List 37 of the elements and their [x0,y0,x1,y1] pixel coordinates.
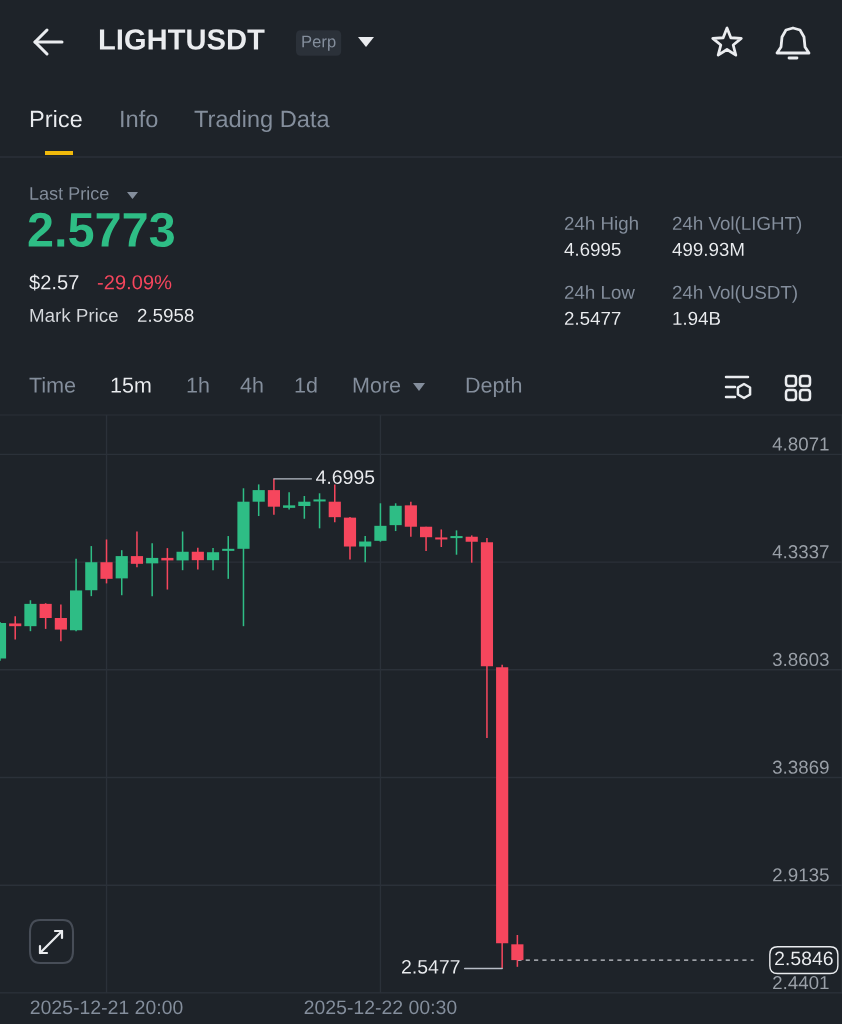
text: Last Price [30,186,109,200]
y-tick-label: 4.3337 [772,545,829,559]
text: Perp [302,35,336,51]
annotation: 4.6995 [316,470,375,485]
text: 24h High [564,216,638,234]
y-tick-label: 3.8603 [772,652,829,667]
x-tick-label: 2025-12-22 00:30 [304,1000,457,1015]
text: 24h Vol(LIGHT) [672,216,802,234]
text: Info [121,110,158,128]
y-tick-label: 2.4401 [773,975,829,990]
text: 4.6995 [564,242,621,257]
y-tick-label: 3.3869 [772,760,829,774]
text: Time [29,376,76,393]
text: 499.93M [672,242,744,257]
text: 4h [240,376,263,393]
text: 15m [111,377,151,393]
annotation: 2.5477 [402,959,460,974]
text: 24h Low [564,285,635,300]
text: More [353,377,401,393]
text: 24h Vol(USDT) [672,285,797,303]
chart-title: LIGHTUSDT [99,29,265,50]
text: Price [30,110,82,128]
text: Trading Data [194,110,330,132]
text: 1.94B [673,311,721,326]
text: 1d [295,376,317,393]
text: Depth [466,376,522,398]
text: 2.5477 [564,311,621,326]
text: 1h [187,376,209,393]
y-tick-label: 2.9135 [773,868,829,882]
text: -29.09% [97,275,172,290]
ref-line-label: 2.5846 [775,951,833,966]
text: $2.57 [29,274,79,291]
text: 2.5773 [28,212,174,248]
x-tick-label: 2025-12-21 20:00 [30,1000,183,1015]
text: Mark Price [30,308,118,323]
y-tick-label: 4.8071 [772,437,829,451]
text: 2.5958 [137,308,194,323]
